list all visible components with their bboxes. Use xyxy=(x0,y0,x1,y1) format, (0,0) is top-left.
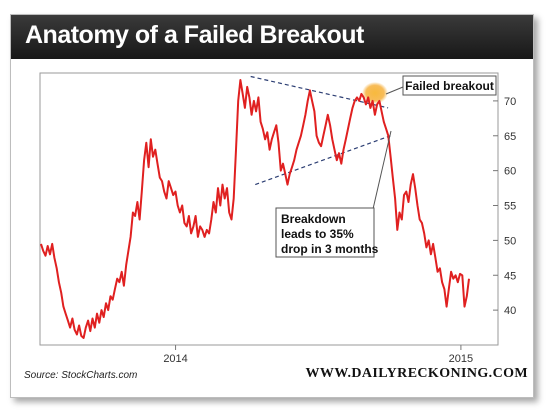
breakdown-callout-box xyxy=(275,207,375,258)
y-tick-label: 65 xyxy=(504,131,516,143)
site-url: WWW.DAILYRECKONING.COM xyxy=(305,366,528,381)
y-tick-label: 40 xyxy=(504,305,516,317)
y-tick-label: 45 xyxy=(504,270,516,282)
chart-title: Anatomy of a Failed Breakout xyxy=(25,21,364,49)
y-tick-label: 50 xyxy=(504,235,516,247)
breakout-highlight xyxy=(362,82,388,104)
breakdown-label-line-1: Breakdown xyxy=(281,212,346,226)
y-tick-label: 60 xyxy=(504,166,516,178)
failed-breakout-callout-box xyxy=(402,75,497,96)
failed-breakout-leader xyxy=(385,86,404,95)
y-tick-label: 55 xyxy=(504,201,516,213)
upper-trendline xyxy=(250,75,389,109)
title-bar: Anatomy of a Failed Breakout xyxy=(11,15,533,59)
y-tick-label: 70 xyxy=(504,96,516,108)
failed-breakout-label: Failed breakout xyxy=(405,79,494,93)
breakdown-leader xyxy=(372,130,392,210)
x-tick-label: 2014 xyxy=(163,353,187,365)
price-series-line xyxy=(40,79,470,339)
x-tick-label: 2015 xyxy=(449,353,473,365)
source-note: Source: StockCharts.com xyxy=(24,370,138,381)
breakdown-label-line-2: leads to 35% xyxy=(281,227,354,241)
lower-trendline xyxy=(255,135,391,186)
plot-area xyxy=(39,72,499,346)
breakdown-label-line-3: drop in 3 months xyxy=(281,242,379,256)
